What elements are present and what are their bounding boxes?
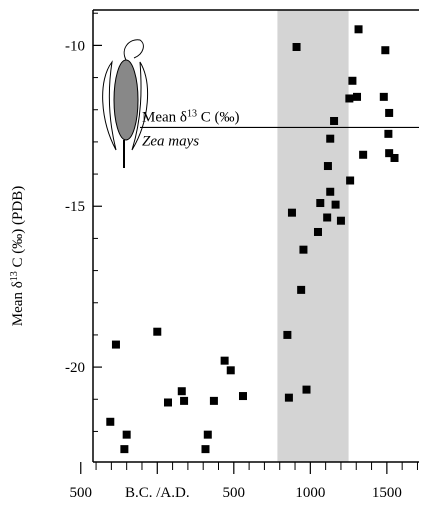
x-tick-label: 500: [223, 485, 246, 501]
x-tick-label: B.C. /A.D.: [125, 485, 190, 501]
data-point: [297, 285, 306, 294]
data-point: [226, 366, 235, 375]
data-point: [180, 396, 189, 405]
data-point: [323, 213, 332, 222]
x-tick-label: 1500: [372, 485, 402, 501]
data-point: [153, 327, 162, 336]
data-point: [326, 134, 335, 143]
data-point: [336, 216, 345, 225]
data-point: [292, 42, 301, 51]
data-point: [299, 245, 308, 254]
y-tick-label: -20: [65, 360, 85, 376]
data-point: [111, 340, 120, 349]
data-point: [120, 445, 129, 454]
data-point: [353, 92, 362, 101]
data-point: [313, 227, 322, 236]
data-point: [302, 385, 311, 394]
data-point: [354, 25, 363, 34]
data-point: [106, 417, 115, 426]
reference-sublabel: Zea mays: [142, 133, 199, 149]
data-point: [331, 200, 340, 209]
data-point: [163, 398, 172, 407]
data-point: [346, 176, 355, 185]
y-tick-label: -10: [65, 38, 85, 54]
reference-label-part: 13: [187, 108, 197, 119]
reference-label-part: Mean δ: [142, 109, 187, 125]
corn-icon: [102, 39, 149, 168]
reference-label: Mean δ13 C (‰): [142, 108, 239, 126]
data-point: [283, 330, 292, 339]
reference-label-part: C (‰): [197, 109, 240, 125]
y-axis-label-part: Mean δ: [10, 281, 26, 326]
shaded-range: [277, 10, 349, 462]
data-point: [203, 430, 212, 439]
x-tick-label: 500: [70, 485, 93, 501]
data-point: [177, 387, 186, 396]
y-axis-label-part: C (‰) (PDB): [10, 186, 26, 271]
data-point: [201, 445, 210, 454]
data-point: [330, 116, 339, 125]
data-point: [390, 153, 399, 162]
data-point: [379, 92, 388, 101]
data-point: [323, 162, 332, 171]
data-point: [359, 150, 368, 159]
data-point: [345, 94, 354, 103]
data-point: [209, 396, 218, 405]
x-tick-label: 1000: [295, 485, 325, 501]
data-point: [381, 46, 390, 55]
data-point: [385, 108, 394, 117]
y-axis-label: Mean δ13 C (‰) (PDB): [9, 186, 27, 326]
data-point: [220, 356, 229, 365]
data-point: [122, 430, 131, 439]
data-point: [287, 208, 296, 217]
data-point: [385, 149, 394, 158]
y-tick-label: -15: [65, 199, 85, 215]
data-point: [284, 393, 293, 402]
data-point: [238, 392, 247, 401]
data-point: [384, 129, 393, 138]
y-axis-label-part: 13: [9, 271, 20, 281]
data-point: [316, 199, 325, 208]
data-point: [348, 76, 357, 85]
data-point: [326, 187, 335, 196]
